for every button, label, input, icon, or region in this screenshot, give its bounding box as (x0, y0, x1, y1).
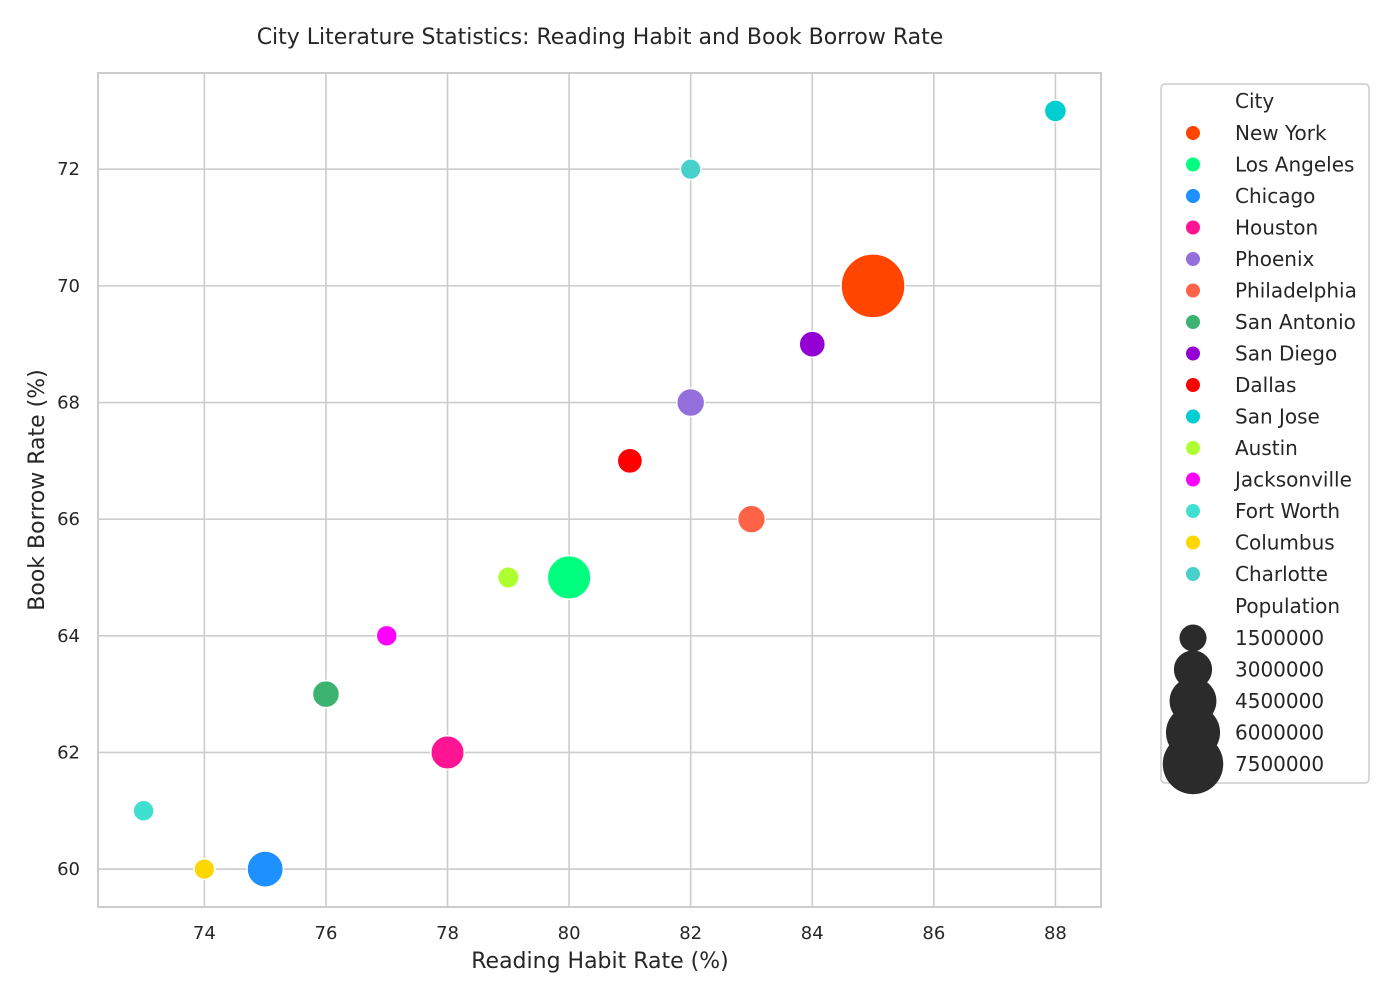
legend-marker (1186, 567, 1200, 581)
y-tick-label: 68 (57, 393, 80, 414)
data-point-fort-worth (132, 799, 155, 822)
data-point-san-antonio (311, 679, 341, 709)
data-point-columbus (193, 857, 216, 881)
y-axis-ticks: 60 62 64 66 68 70 72 (57, 159, 80, 880)
legend-size-label: 3000000 (1235, 658, 1324, 682)
y-tick-label: 72 (57, 159, 80, 180)
legend-marker (1186, 409, 1200, 424)
x-tick-label: 84 (801, 923, 824, 944)
legend-label: Columbus (1235, 531, 1335, 555)
x-tick-label: 78 (436, 923, 459, 944)
y-tick-label: 70 (57, 276, 80, 297)
legend-marker (1186, 441, 1200, 455)
x-tick-label: 74 (193, 923, 216, 944)
legend-marker (1186, 283, 1200, 298)
y-tick-label: 64 (57, 626, 80, 647)
chart-title: City Literature Statistics: Reading Habi… (257, 25, 944, 50)
data-point-phoenix (675, 387, 706, 418)
legend-label: San Antonio (1235, 310, 1356, 334)
y-axis-label: Book Borrow Rate (%) (25, 369, 50, 610)
data-point-austin (496, 565, 520, 589)
data-point-san-diego (798, 330, 827, 359)
x-tick-label: 80 (558, 923, 581, 944)
legend-label: Los Angeles (1235, 153, 1354, 177)
legend-label: Phoenix (1235, 247, 1315, 271)
legend-label: Fort Worth (1235, 499, 1340, 523)
legend-size-label: 6000000 (1235, 721, 1324, 745)
legend-size-label: 1500000 (1235, 626, 1324, 650)
legend-marker (1186, 472, 1200, 487)
data-point-san-jose (1043, 99, 1068, 123)
data-point-dallas (616, 447, 644, 475)
data-points (132, 99, 1068, 888)
data-point-houston (430, 734, 466, 770)
legend-label: Chicago (1235, 184, 1315, 208)
data-point-philadelphia (736, 504, 767, 534)
legend-label: Philadelphia (1235, 279, 1357, 303)
legend-size-marker (1162, 733, 1224, 795)
legend-box (1160, 83, 1370, 784)
legend-label: Dallas (1235, 373, 1296, 397)
legend-label: San Diego (1235, 342, 1337, 366)
x-tick-label: 76 (315, 923, 338, 944)
legend-label: Jacksonville (1233, 468, 1352, 492)
legend-marker (1186, 378, 1200, 392)
data-point-new-york (840, 253, 906, 319)
grid-lines (98, 73, 1101, 907)
plot-frame (97, 72, 1102, 908)
legend-label: Houston (1235, 216, 1318, 240)
legend-marker (1186, 220, 1200, 235)
data-point-charlotte (679, 158, 702, 181)
data-point-los-angeles (546, 554, 592, 601)
legend-marker (1186, 189, 1200, 203)
y-tick-label: 62 (57, 742, 80, 763)
y-tick-label: 66 (57, 509, 80, 530)
legend-label: New York (1235, 121, 1327, 145)
data-point-chicago (246, 850, 285, 888)
legend-marker (1186, 157, 1200, 172)
legend-size-title: Population (1235, 594, 1340, 618)
legend-city-entries: New York Los Angeles Chicago Houston Phoenix… (1186, 121, 1357, 586)
legend: City New York Los Angeles Chicago Houston Ph… (1160, 83, 1370, 795)
x-axis-label: Reading Habit Rate (%) (471, 949, 729, 974)
legend-marker (1186, 535, 1200, 550)
legend-marker (1186, 504, 1200, 518)
x-tick-label: 82 (679, 923, 702, 944)
legend-size-label: 7500000 (1235, 752, 1324, 776)
x-axis-ticks: 74 76 78 80 82 84 86 88 (193, 923, 1067, 944)
legend-size-label: 4500000 (1235, 689, 1324, 713)
y-tick-label: 60 (57, 859, 80, 880)
legend-marker (1186, 252, 1200, 266)
legend-marker (1186, 315, 1200, 329)
legend-label: San Jose (1235, 405, 1320, 429)
data-point-jacksonville (375, 624, 398, 648)
legend-size-marker (1173, 650, 1213, 689)
legend-label: Austin (1235, 436, 1298, 460)
x-tick-label: 86 (922, 923, 945, 944)
legend-size-entries: 1500000 3000000 4500000 6000000 7500000 (1162, 624, 1324, 795)
legend-label: Charlotte (1235, 562, 1328, 586)
legend-marker (1186, 126, 1200, 140)
legend-hue-title: City (1235, 89, 1274, 113)
x-tick-label: 88 (1044, 923, 1067, 944)
legend-marker (1186, 346, 1200, 361)
legend-size-marker (1179, 624, 1207, 652)
